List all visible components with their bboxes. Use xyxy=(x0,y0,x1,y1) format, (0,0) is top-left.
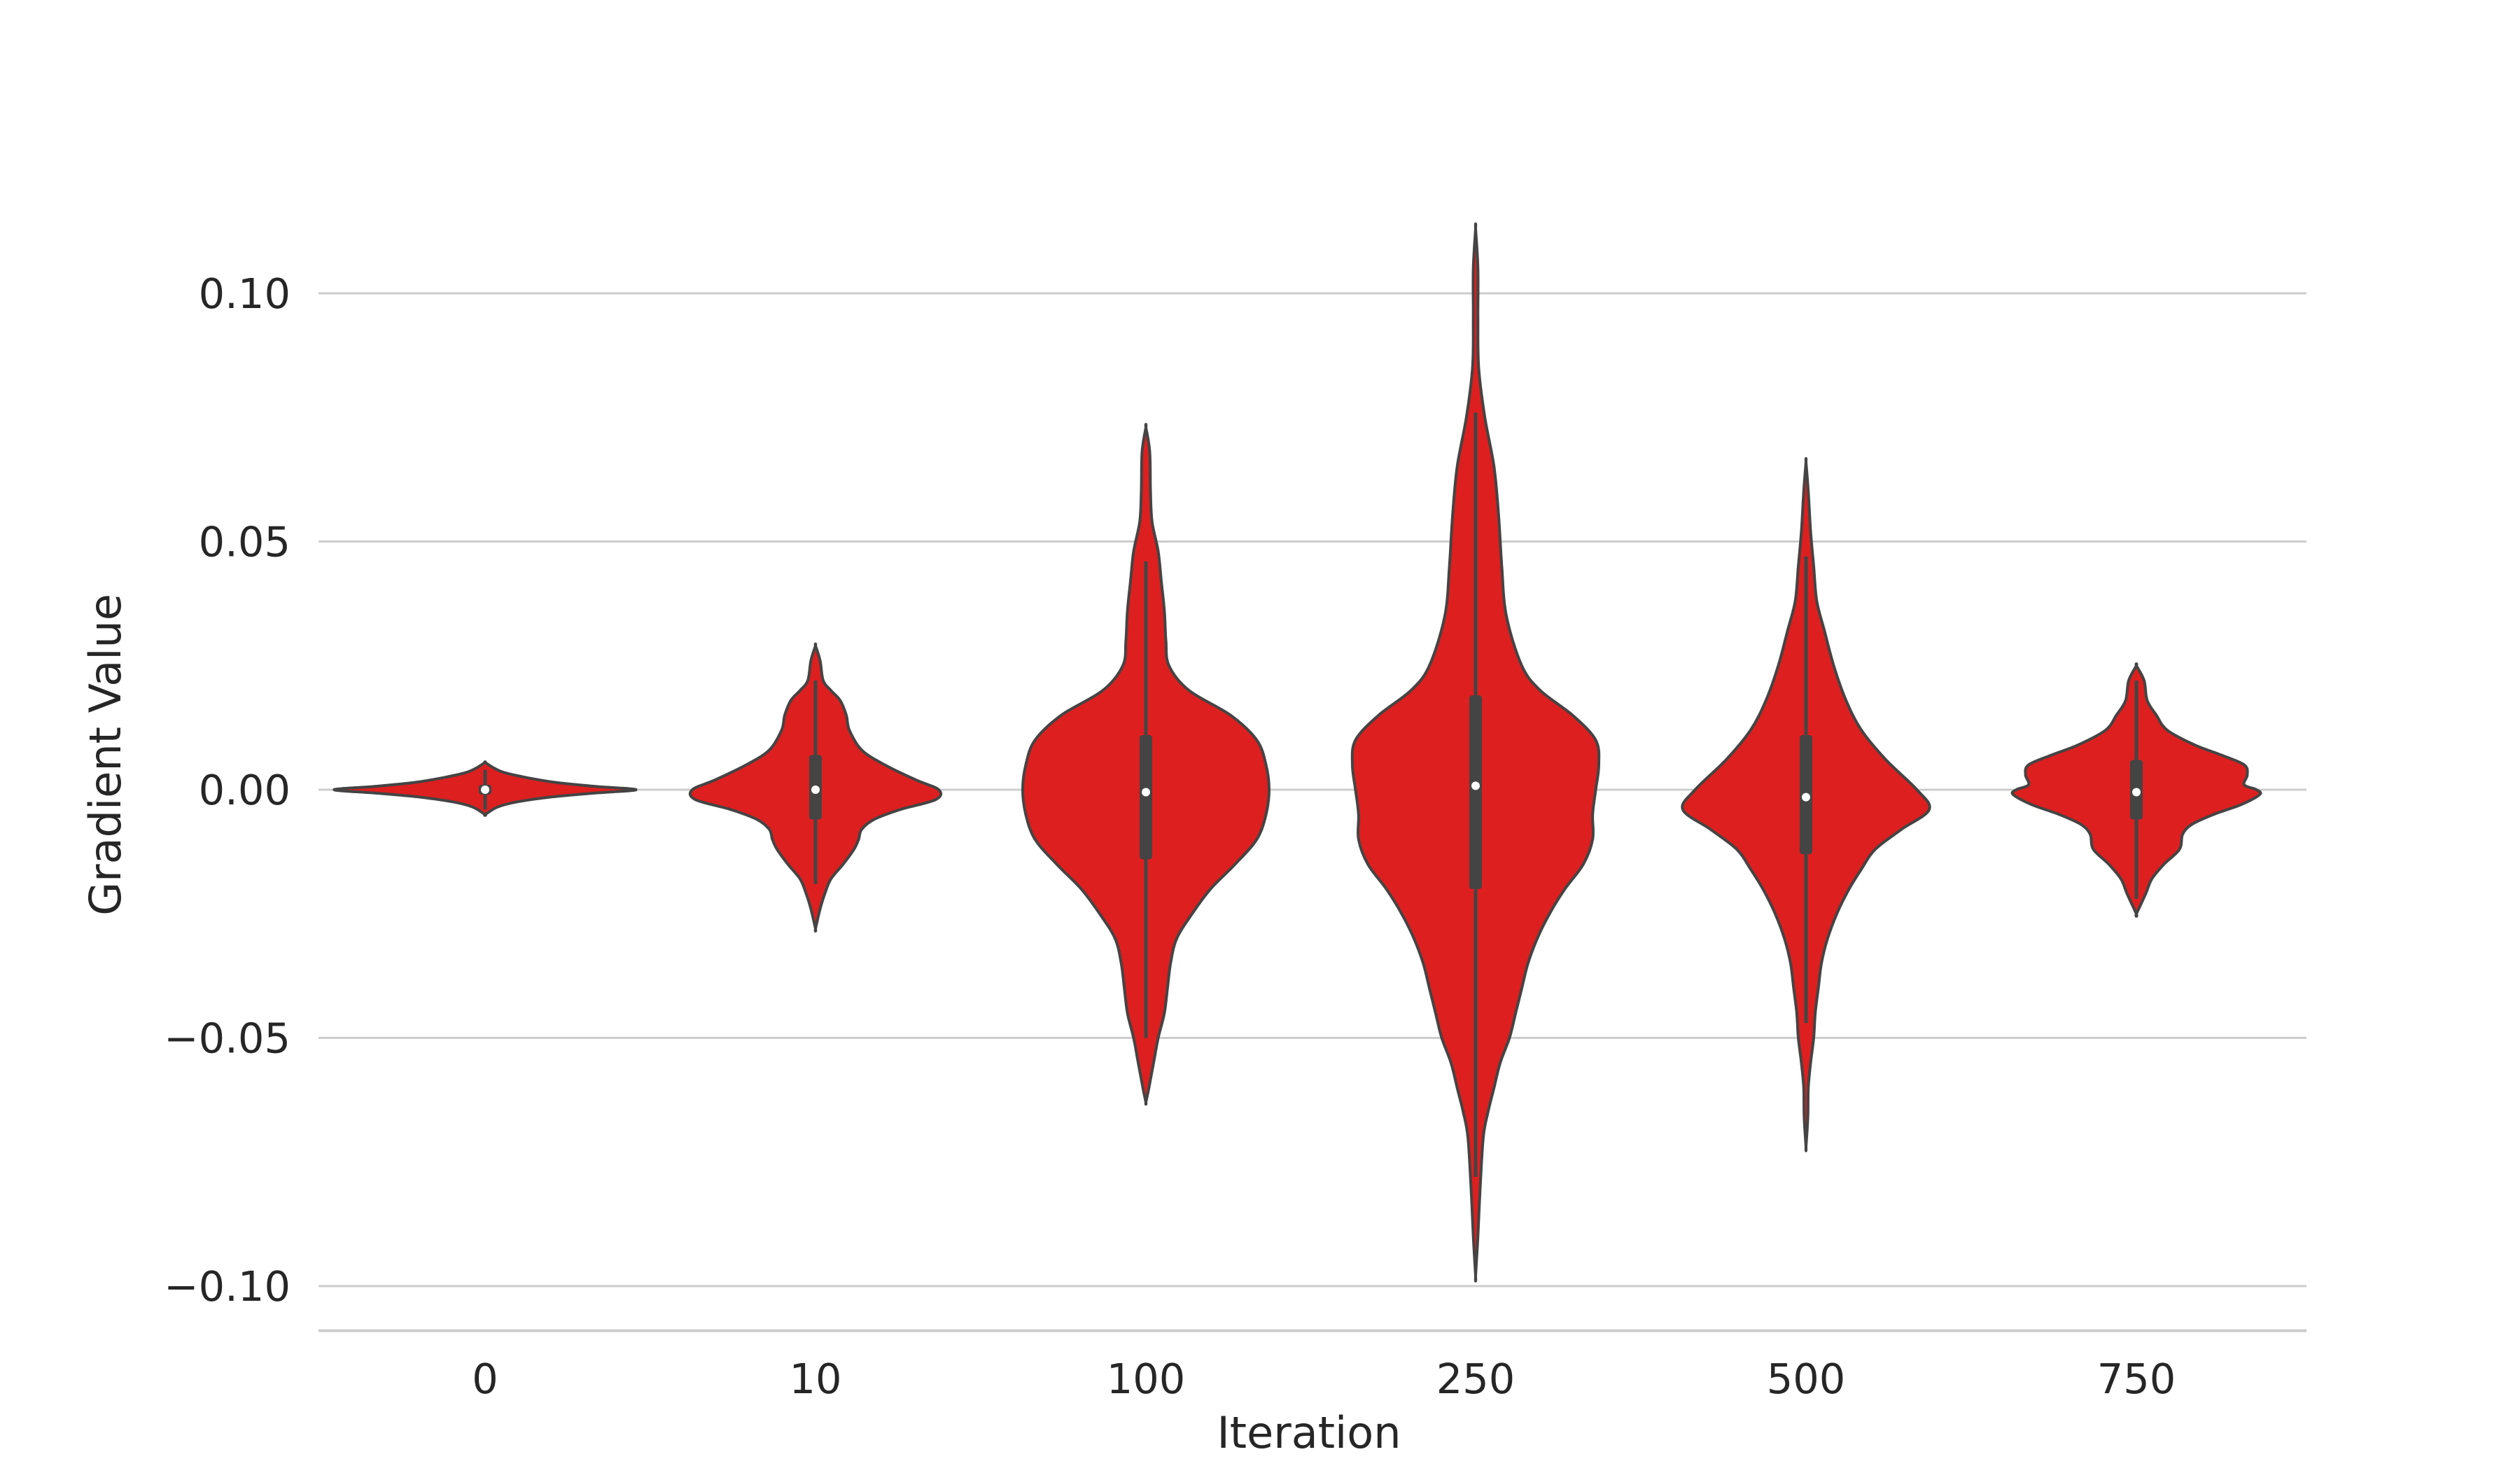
x-axis-label: Iteration xyxy=(1217,1407,1401,1458)
violin-layer xyxy=(332,222,2262,1283)
x-tick-label: 750 xyxy=(2097,1355,2176,1403)
violin-750 xyxy=(2010,662,2262,918)
y-tick-label: −0.05 xyxy=(164,1014,290,1063)
x-tick-label: 100 xyxy=(1107,1355,1186,1403)
violin-median xyxy=(811,786,820,794)
y-tick-label: 0.00 xyxy=(199,766,290,814)
y-tick-label: −0.10 xyxy=(164,1262,290,1311)
x-tick-label: 10 xyxy=(789,1355,841,1403)
violin-median xyxy=(1802,793,1810,802)
violin-100 xyxy=(1021,422,1270,1106)
violin-median xyxy=(481,786,489,794)
y-tick-label: 0.05 xyxy=(199,518,290,566)
violin-iqr-box xyxy=(1469,695,1482,889)
violin-median xyxy=(2132,788,2141,797)
x-tick-label: 0 xyxy=(472,1355,498,1403)
y-tick-label: 0.10 xyxy=(199,270,290,318)
violin-0 xyxy=(332,760,638,817)
tick-layer: 0.10 0.05 0.00 −0.05 −0.10 0 10 100 250 500 750 xyxy=(164,270,2176,1403)
violin-500 xyxy=(1681,456,1931,1152)
x-tick-label: 250 xyxy=(1436,1355,1516,1403)
violin-median xyxy=(1142,788,1150,797)
violin-250 xyxy=(1350,222,1601,1283)
violin-10 xyxy=(688,642,943,933)
x-tick-label: 500 xyxy=(1767,1355,1846,1403)
y-axis-label: Gradient Value xyxy=(80,594,131,916)
violin-median xyxy=(1471,781,1480,790)
grid-layer xyxy=(318,292,2306,1332)
violin-iqr-box xyxy=(1140,735,1152,860)
